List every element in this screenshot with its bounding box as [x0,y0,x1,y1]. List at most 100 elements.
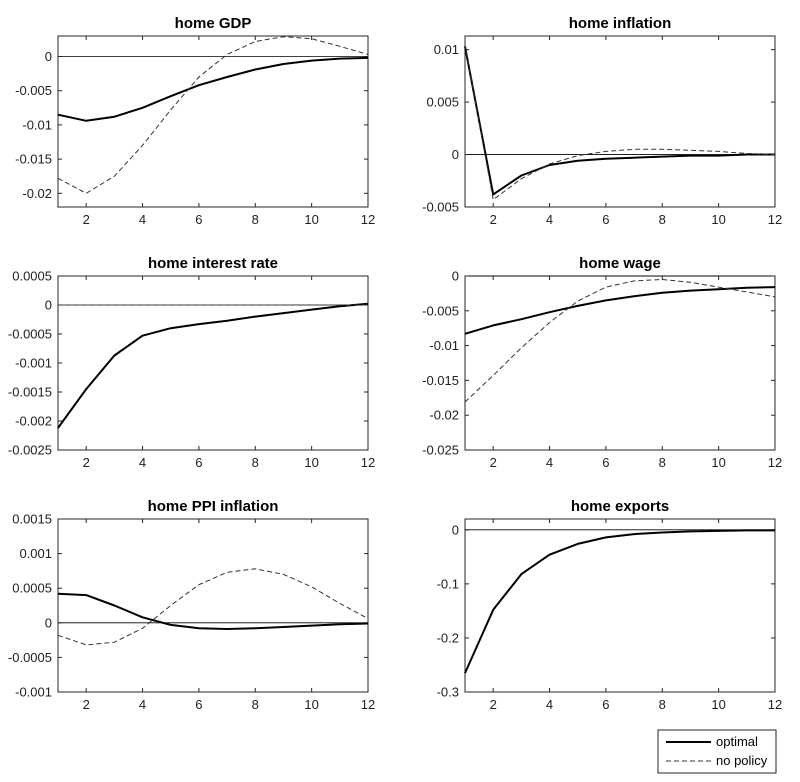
x-tick-label: 8 [659,212,666,227]
panel-home-gdp: home GDP 2 4 6 8 10 12 0 -0.005 -0.01 -0.015 -0.02 [15,15,375,227]
x-tick-label: 12 [361,697,375,712]
legend-label-no-policy: no policy [716,753,768,768]
x-tick-label: 2 [83,455,90,470]
y-tick-label: -0.005 [15,83,52,98]
legend-label-optimal: optimal [716,734,758,749]
x-tick-label: 10 [711,697,725,712]
y-tick-label: 0 [45,298,52,313]
y-tick-label: -0.001 [15,685,52,700]
y-tick-label: 0.01 [434,42,459,57]
x-tick-label: 2 [83,697,90,712]
x-tick-label: 4 [139,455,146,470]
series-line-optimal [464,46,775,196]
x-tick-label: 12 [768,697,782,712]
y-tick-label: -0.0015 [8,385,52,400]
panel-title: home inflation [569,15,672,32]
x-tick-label: 8 [252,697,259,712]
x-tick-label: 8 [252,212,259,227]
panel-title: home exports [571,498,669,515]
series-line-optimal [464,529,775,674]
x-tick-label: 6 [602,212,609,227]
x-tick-label: 12 [361,212,375,227]
x-tick-label: 12 [768,212,782,227]
x-tick-label: 4 [139,697,146,712]
axes-frame [464,35,776,208]
panel-title: home GDP [175,15,252,32]
panel-home-wage: home wage 2 4 6 8 10 12 0 -0.005 -0.01 -0.015 -0.02… [422,255,782,470]
series-line-optimal [464,286,776,335]
y-tick-label: -0.02 [22,186,52,201]
panel-home-exports: home exports 2 4 6 8 10 12 0 -0.1 -0.2 -0.3 [437,498,783,712]
x-tick-label: 6 [195,697,202,712]
series-line-optimal [57,56,369,122]
y-tick-label: 0 [45,615,52,630]
panel-title: home wage [579,255,661,272]
y-tick-label: -0.025 [422,443,459,458]
y-tick-label: -0.001 [15,356,52,371]
axes-frame [464,275,776,451]
y-tick-label: -0.01 [22,117,52,132]
x-tick-label: 2 [83,212,90,227]
y-tick-label: -0.0005 [8,327,52,342]
x-tick-label: 10 [304,212,318,227]
x-tick-label: 8 [252,455,259,470]
panel-title: home PPI inflation [148,498,279,515]
legend-box: optimal no policy [657,729,777,774]
y-tick-label: 0 [452,269,459,284]
y-tick-label: -0.01 [429,338,459,353]
series-line-no-policy [57,36,369,194]
x-tick-label: 12 [768,455,782,470]
x-tick-label: 4 [546,697,553,712]
axes-frame [464,518,776,693]
x-tick-label: 6 [602,697,609,712]
y-tick-label: -0.02 [429,408,459,423]
y-tick-label: -0.005 [422,200,459,215]
y-tick-label: 0 [452,147,459,162]
panel-home-ppi-inflation: home PPI inflation 2 4 6 8 10 12 0.0015 0.001 0.0… [8,498,375,712]
x-tick-label: 10 [711,455,725,470]
x-tick-label: 12 [361,455,375,470]
series-line-no-policy [57,568,369,646]
x-tick-label: 2 [490,455,497,470]
series-line-optimal [57,592,369,630]
legend-frame [657,729,777,774]
y-tick-label: -0.015 [422,373,459,388]
y-tick-label: -0.005 [422,303,459,318]
x-tick-label: 8 [659,697,666,712]
x-tick-label: 8 [659,455,666,470]
panel-title: home interest rate [148,255,278,272]
series-line-no-policy [464,44,776,201]
y-tick-label: 0 [45,49,52,64]
y-tick-label: 0.005 [426,95,459,110]
y-tick-label: -0.0025 [8,443,52,458]
y-tick-label: 0 [452,522,459,537]
y-tick-label: -0.1 [437,576,459,591]
y-tick-label: -0.0005 [8,650,52,665]
x-tick-label: 4 [546,455,553,470]
y-tick-label: -0.002 [15,414,52,429]
y-tick-label: -0.3 [437,685,459,700]
y-tick-label: -0.2 [437,630,459,645]
series-line-optimal [57,302,369,429]
x-tick-label: 4 [546,212,553,227]
y-tick-label: 0.0005 [12,269,52,284]
x-tick-label: 10 [304,697,318,712]
x-tick-label: 6 [195,212,202,227]
y-tick-label: 0.0015 [12,512,52,527]
y-tick-label: 0.001 [19,546,52,561]
x-tick-label: 10 [711,212,725,227]
x-tick-label: 2 [490,212,497,227]
y-tick-label: -0.015 [15,152,52,167]
x-tick-label: 4 [139,212,146,227]
x-tick-label: 6 [602,455,609,470]
y-tick-label: 0.0005 [12,581,52,596]
x-tick-label: 2 [490,697,497,712]
x-tick-label: 10 [304,455,318,470]
panel-home-interest-rate: home interest rate 2 4 6 8 10 12 0.0005 0 -0.0005… [8,255,375,470]
axes-frame [57,35,369,208]
axes-frame [57,518,369,693]
panel-home-inflation: home inflation 2 4 6 8 10 12 0.01 0.005 0 -0.005 [422,15,782,227]
x-tick-label: 6 [195,455,202,470]
